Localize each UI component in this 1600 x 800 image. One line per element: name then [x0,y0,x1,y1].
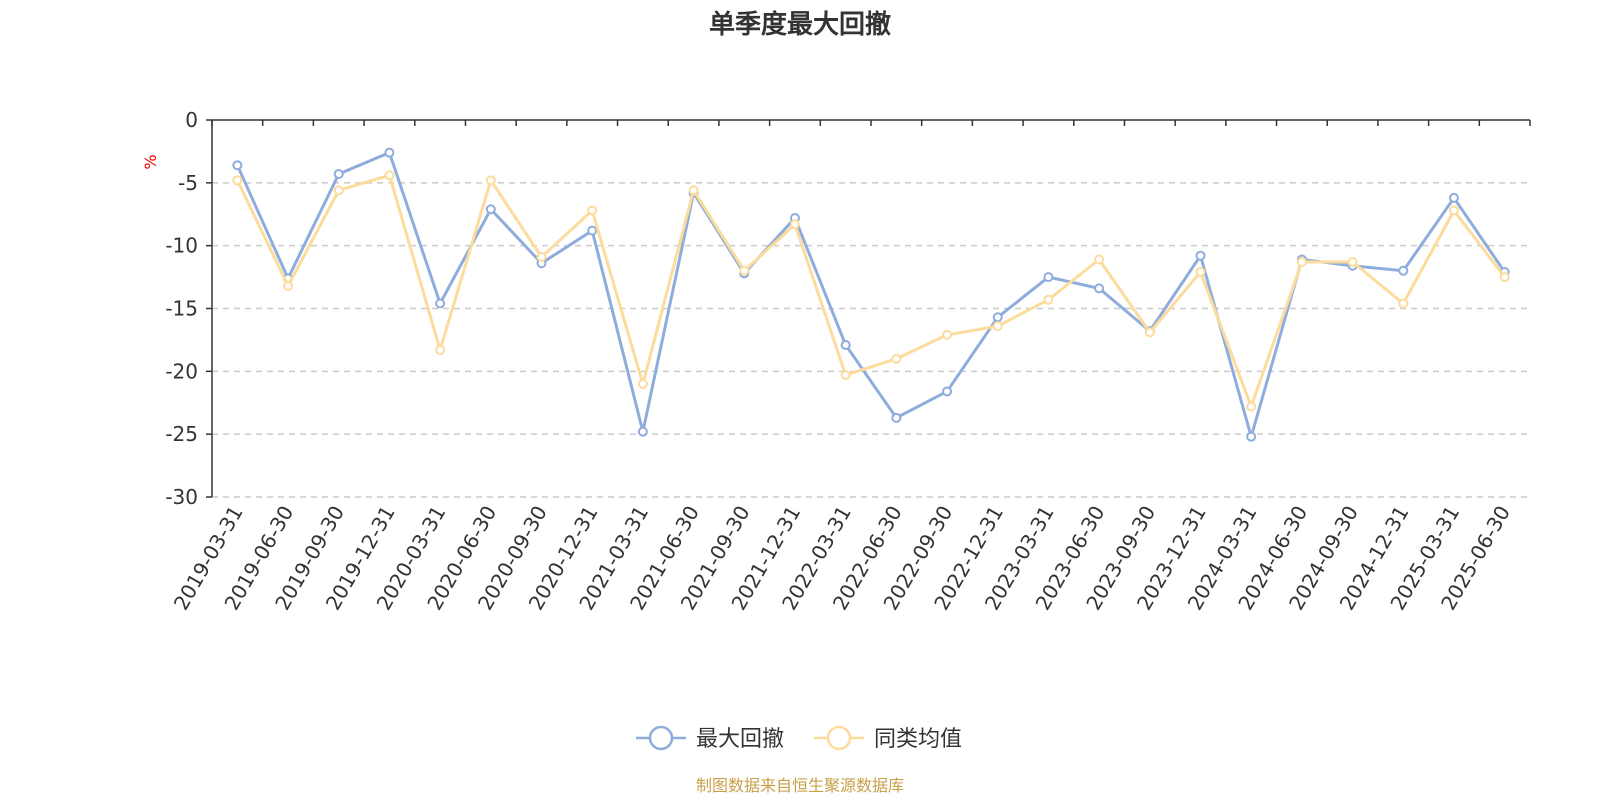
y-axis-unit: % [141,154,160,169]
legend-label: 同类均值 [874,727,962,752]
data-point [384,147,395,158]
legend-marker [648,725,674,751]
data-point [384,170,395,181]
series-line [235,151,1506,439]
data-point [587,205,598,216]
data-point [840,339,851,350]
data-point [1398,265,1409,276]
y-tick-label: -15 [165,297,198,321]
legend[interactable]: 最大回撤 同类均值 [636,725,962,752]
data-point [283,280,294,291]
data-point [1499,272,1510,283]
data-point [1043,272,1054,283]
series-layer [232,147,1510,442]
data-point [1195,267,1206,278]
legend-marker [826,725,852,751]
series-2 [232,170,1510,412]
data-point [1347,257,1358,268]
data-point [891,353,902,364]
data-point [739,265,750,276]
legend-label: 最大回撤 [696,727,784,752]
data-point [1398,298,1409,309]
data-point [992,312,1003,323]
y-tick-label: -25 [165,422,198,446]
y-tick-label: -30 [165,485,198,509]
data-point [1094,254,1105,265]
data-point [840,370,851,381]
y-tick-label: -10 [165,234,198,258]
data-point [333,185,344,196]
data-point [1144,327,1155,338]
data-point [1043,294,1054,305]
legend-item-2[interactable]: 同类均值 [814,725,962,752]
data-point [587,225,598,236]
grid-lines [212,182,1530,498]
legend-item-1[interactable]: 最大回撤 [636,725,784,752]
data-point [789,219,800,230]
data-point [232,160,243,171]
data-point [942,386,953,397]
data-point [485,204,496,215]
data-point [688,185,699,196]
data-point [1246,401,1257,412]
chart-title: 单季度最大回撤 [709,9,891,40]
x-tick-labels: 2019-03-312019-06-302019-09-302019-12-31… [169,502,1515,615]
data-point [485,175,496,186]
y-tick-label: 0 [185,108,198,132]
data-point [1246,431,1257,442]
data-point [435,344,446,355]
data-point [1448,192,1459,203]
source-note: 制图数据来自恒生聚源数据库 [696,776,904,795]
data-point [435,298,446,309]
data-point [536,251,547,262]
data-point [942,329,953,340]
data-point [232,175,243,186]
data-point [637,378,648,389]
y-tick-labels: 0 -5 -10 -15 -20 -25 -30 [165,108,198,509]
axes [206,119,1531,498]
y-tick-label: -20 [165,359,198,383]
data-point [1296,257,1307,268]
data-point [637,426,648,437]
data-point [333,169,344,180]
y-tick-label: -5 [178,171,198,195]
data-point [1195,250,1206,261]
data-point [1448,205,1459,216]
data-point [1094,283,1105,294]
data-point [891,412,902,423]
data-point [992,321,1003,332]
series-line [235,173,1506,409]
